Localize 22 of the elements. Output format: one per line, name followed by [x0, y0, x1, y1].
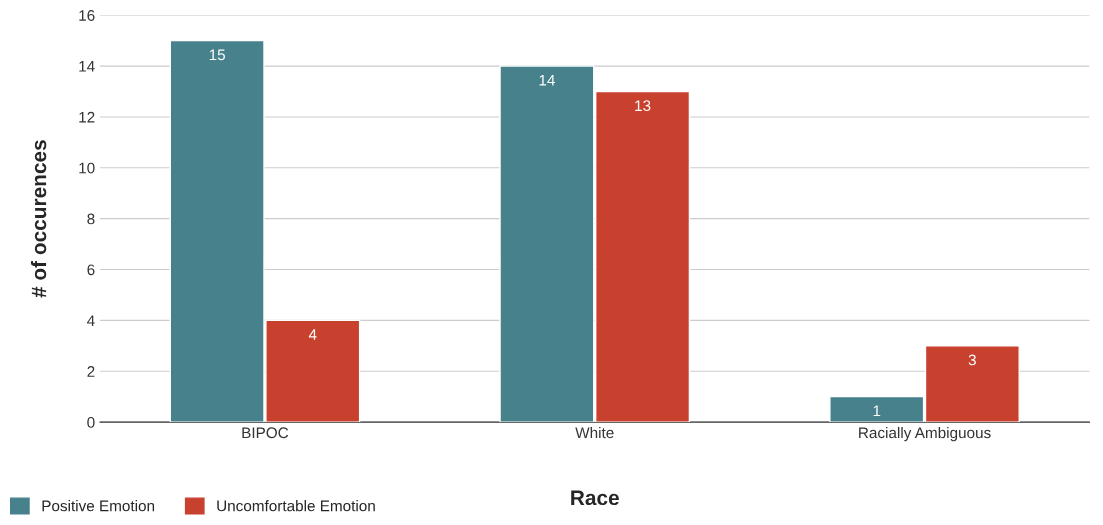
data-label: 1	[873, 405, 881, 417]
y-tick-label: 6	[87, 264, 95, 276]
y-tick-label: 16	[79, 10, 95, 21]
x-tick-label: Racially Ambiguous	[859, 426, 991, 442]
data-label: 3	[968, 354, 976, 366]
x-tick-label: BIPOC	[242, 427, 289, 439]
y-tick-label: 4	[87, 315, 95, 326]
data-label: 14	[539, 74, 555, 86]
legend-label: Positive Emotion	[42, 500, 155, 512]
data-label: 13	[635, 100, 651, 112]
data-label: 15	[209, 49, 225, 61]
x-axis-title: Race	[571, 490, 619, 506]
y-tick-label: 2	[87, 366, 95, 377]
y-tick-label: 12	[79, 111, 95, 123]
y-tick-label: 14	[79, 61, 95, 72]
legend-label: Uncomfortable Emotion	[217, 500, 375, 512]
x-tick-label: White	[575, 426, 614, 439]
y-axis-title: # of occurences	[30, 140, 47, 298]
y-tick-label: 0	[87, 416, 95, 428]
data-label: 4	[308, 329, 317, 340]
y-tick-label: 8	[87, 213, 95, 225]
y-tick-label: 10	[79, 162, 95, 174]
